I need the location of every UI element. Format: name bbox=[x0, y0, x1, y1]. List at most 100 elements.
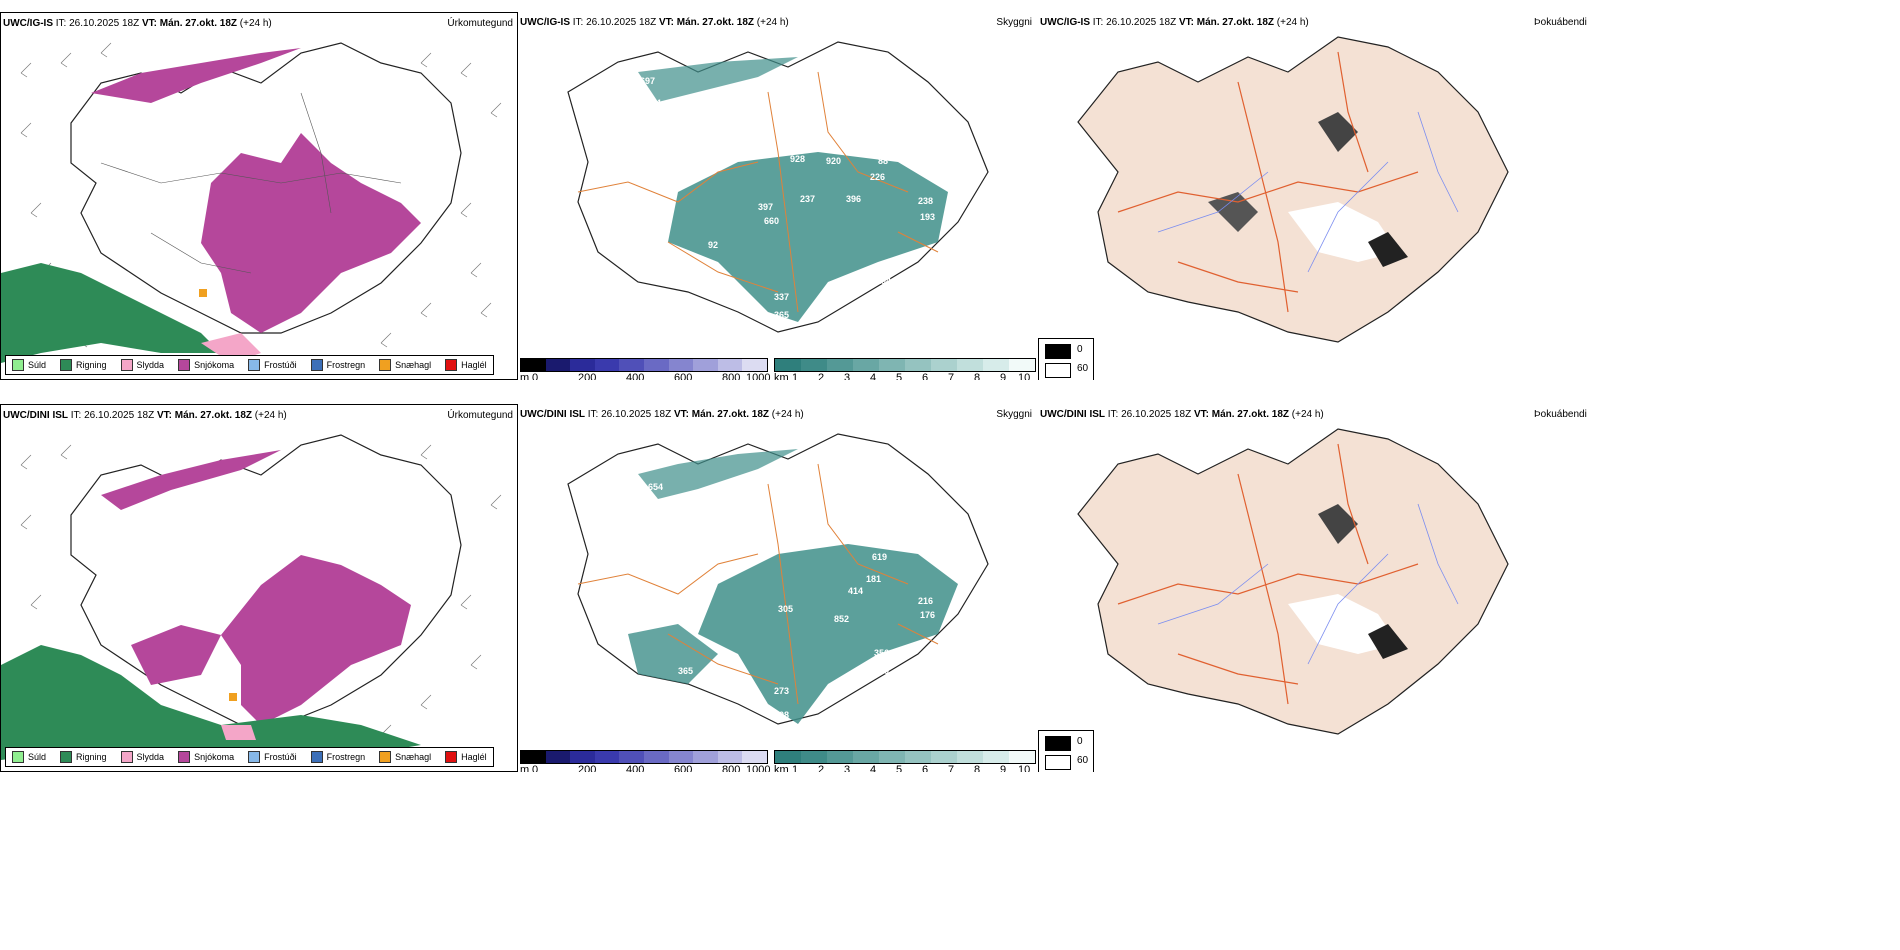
panel-header: UWC/IG-IS IT: 26.10.2025 18Z VT: Mán. 27… bbox=[1040, 17, 1309, 28]
cloudbase-labels: 697 674 175 322 928 920 88 226 397 660 237 396 238 19… bbox=[640, 76, 935, 320]
legend-item: Snæhagl bbox=[379, 751, 431, 763]
visibility-colorbar: km 1 2 3 4 5 6 7 8 9 10 bbox=[774, 750, 1036, 772]
cloudbase-label: 193 bbox=[920, 212, 935, 222]
valid-time: Mán. 27.okt. 18Z bbox=[159, 18, 237, 29]
legend-item: Rigning bbox=[60, 359, 107, 371]
cloudbase-label: 368 bbox=[638, 508, 653, 518]
legend-item: Frostregn bbox=[310, 359, 365, 371]
legend-item: Snæhagl bbox=[379, 359, 431, 371]
cloudbase-label: 238 bbox=[918, 196, 933, 206]
cloudbase-label: 337 bbox=[774, 292, 789, 302]
cloudbase-label: 397 bbox=[758, 202, 773, 212]
cloudbase-label: 237 bbox=[800, 194, 815, 204]
cloudbase-label: 181 bbox=[866, 574, 881, 584]
cloudbase-label: 391 bbox=[860, 502, 875, 512]
fog-map bbox=[1077, 36, 1509, 343]
cloudbase-label: 305 bbox=[778, 604, 793, 614]
snow-pellets bbox=[199, 289, 207, 297]
cloudbase-label: 920 bbox=[826, 156, 841, 166]
cloudbase-label: 188 bbox=[820, 538, 835, 548]
legend-item: Súld bbox=[12, 359, 46, 371]
lead-time: (+24 h) bbox=[254, 410, 287, 421]
cloudbase-label: 356 bbox=[874, 648, 889, 658]
legend-item: Frostúði bbox=[248, 751, 297, 763]
legend-item: Haglél bbox=[445, 751, 487, 763]
cloudbase-colorbar: m 0 200 400 600 800 1000 bbox=[520, 750, 770, 772]
legend-item: Slydda bbox=[120, 751, 164, 763]
init-time: 26.10.2025 18Z bbox=[84, 410, 155, 421]
cloudbase-label: 226 bbox=[870, 172, 885, 182]
cloudbase-label: 697 bbox=[640, 76, 655, 86]
visibility-panel-top: UWC/IG-IS IT: 26.10.2025 18Z VT: Mán. 27… bbox=[518, 12, 1038, 380]
panel-header: UWC/DINI ISL IT: 26.10.2025 18Z VT: Mán.… bbox=[1040, 409, 1324, 420]
legend-item: Haglél bbox=[445, 359, 487, 371]
cloudbase-label: 176 bbox=[920, 610, 935, 620]
cloudbase-label: 674 bbox=[646, 98, 661, 108]
cloudbase-label: 414 bbox=[848, 586, 863, 596]
panel-header: UWC/DINI ISL IT: 26.10.2025 18Z VT: Mán.… bbox=[3, 410, 287, 421]
fog-map bbox=[1077, 428, 1509, 735]
cloudbase-label: 853 bbox=[890, 480, 905, 490]
legend-item: Frostúði bbox=[248, 359, 297, 371]
precip-map bbox=[1, 42, 502, 363]
rain-southwest bbox=[1, 263, 221, 363]
snow-area bbox=[201, 133, 421, 333]
cloudbase-label: 88 bbox=[878, 156, 888, 166]
legend-item: Snjókoma bbox=[178, 359, 234, 371]
precip-map bbox=[1, 434, 502, 760]
visibility-colorbar: km 1 2 3 4 5 6 7 8 9 10 bbox=[774, 358, 1036, 380]
panel-title: Þokuábendi bbox=[1534, 17, 1587, 28]
cloudbase-label: 396 bbox=[846, 194, 861, 204]
cloudbase-label: 475 bbox=[902, 494, 917, 504]
cloudbase-label: 216 bbox=[918, 596, 933, 606]
panel-header: UWC/IG-IS IT: 26.10.2025 18Z VT: Mán. 27… bbox=[3, 18, 272, 29]
panel-title: Úrkomutegund bbox=[447, 18, 513, 29]
cloudbase-label: 619 bbox=[872, 552, 887, 562]
cloudbase-label: 365 bbox=[774, 310, 789, 320]
fog-panel-top: UWC/IG-IS IT: 26.10.2025 18Z VT: Mán. 27… bbox=[1038, 12, 1900, 380]
fog-legend: 0 60 bbox=[1038, 338, 1094, 380]
cloudbase-label: 322 bbox=[818, 142, 833, 152]
cloudbase-label: 928 bbox=[790, 154, 805, 164]
cloudbase-label: 273 bbox=[774, 686, 789, 696]
visibility-map: 697 674 175 322 928 920 88 226 397 660 237 396 238 19… bbox=[567, 41, 989, 333]
roads bbox=[100, 92, 402, 274]
panel-header: UWC/DINI ISL IT: 26.10.2025 18Z VT: Mán.… bbox=[520, 409, 804, 420]
cloudbase-label: 92 bbox=[708, 240, 718, 250]
model-name: UWC/IG-IS bbox=[3, 18, 53, 29]
panel-title: Skyggni bbox=[996, 409, 1032, 420]
cloudbase-label: 365 bbox=[678, 666, 693, 676]
legend-item: Rigning bbox=[60, 751, 107, 763]
precip-legend: Súld Rigning Slydda Snjókoma Frostúði Fr… bbox=[5, 355, 494, 375]
lead-time: (+24 h) bbox=[239, 18, 272, 29]
legend-item: Slydda bbox=[120, 359, 164, 371]
panel-title: Skyggni bbox=[996, 17, 1032, 28]
cloudbase-label: 608 bbox=[790, 534, 805, 544]
legend-item: Snjókoma bbox=[178, 751, 234, 763]
legend-item: Frostregn bbox=[310, 751, 365, 763]
fog-legend: 0 60 bbox=[1038, 730, 1094, 772]
precip-type-panel-bottom: UWC/DINI ISL IT: 26.10.2025 18Z VT: Mán.… bbox=[0, 404, 518, 772]
cloudbase-label: 194 bbox=[876, 276, 891, 286]
legend-item: Súld bbox=[12, 751, 46, 763]
wind-barbs bbox=[20, 444, 502, 740]
cloudbase-colorbar: m 0 200 400 600 800 1000 bbox=[520, 358, 770, 380]
cloudbase-label: 370 bbox=[874, 666, 889, 676]
panel-title: Úrkomutegund bbox=[447, 410, 513, 421]
valid-time: Mán. 27.okt. 18Z bbox=[174, 410, 252, 421]
precip-legend: Súld Rigning Slydda Snjókoma Frostúði Fr… bbox=[5, 747, 494, 767]
cloudbase-label: 411 bbox=[814, 530, 829, 540]
fog-panel-bottom: UWC/DINI ISL IT: 26.10.2025 18Z VT: Mán.… bbox=[1038, 404, 1900, 772]
cloudbase-label: 175 bbox=[778, 122, 793, 132]
panel-title: Þokuábendi bbox=[1534, 409, 1587, 420]
visibility-panel-bottom: UWC/DINI ISL IT: 26.10.2025 18Z VT: Mán.… bbox=[518, 404, 1038, 772]
precip-type-panel-top: UWC/IG-IS IT: 26.10.2025 18Z VT: Mán. 27… bbox=[0, 12, 518, 380]
init-time: 26.10.2025 18Z bbox=[69, 18, 140, 29]
cloudbase-label: 654 bbox=[648, 482, 663, 492]
cloudbase-label: 852 bbox=[834, 614, 849, 624]
model-name: UWC/DINI ISL bbox=[3, 410, 68, 421]
cloudbase-label: 660 bbox=[764, 216, 779, 226]
cloudbase-label: 308 bbox=[774, 710, 789, 720]
